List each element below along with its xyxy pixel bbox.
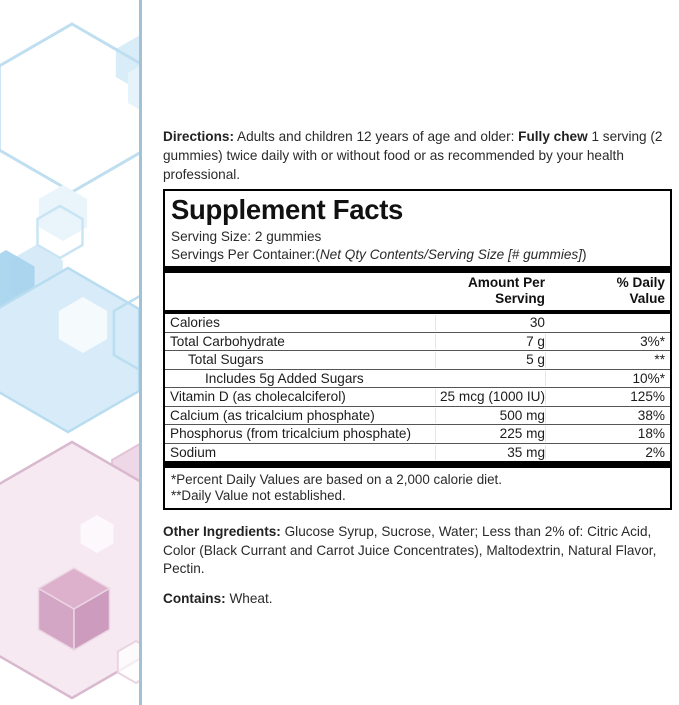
- hexagon-blue-outline-large: [0, 22, 139, 194]
- separator-bar-thick-top: [165, 266, 670, 273]
- nutrient-amount: 30: [435, 315, 545, 331]
- nutrient-amount: 500 mg: [435, 407, 545, 423]
- nutrient-name: Phosphorus (from tricalcium phosphate): [170, 426, 412, 441]
- hexagon-decor-svg: [0, 22, 139, 700]
- nutrient-amount: 5 g: [435, 352, 545, 368]
- directions-paragraph: Directions: Adults and children 12 years…: [163, 0, 672, 184]
- directions-label: Directions:: [163, 129, 235, 144]
- contains-text: Wheat.: [225, 590, 273, 606]
- nutrient-daily-value: 10%*: [545, 370, 665, 386]
- nutrient-amount: 25 mcg (1000 IU): [435, 389, 545, 405]
- hexagon-white-inner-blue: [58, 297, 108, 353]
- other-ingredients-paragraph: Other Ingredients: Glucose Syrup, Sucros…: [163, 523, 665, 579]
- nutrient-amount: 225 mg: [435, 426, 545, 442]
- supplement-facts-title: Supplement Facts: [171, 194, 404, 225]
- hexagon-blue-outline-right: [112, 295, 139, 371]
- hexagon-blue-fill-top-right-2: [128, 66, 139, 110]
- column-header-daily-value: % Daily Value: [616, 275, 665, 306]
- nutrient-name: Total Carbohydrate: [170, 333, 285, 349]
- footnote-dv-not-established: **Daily Value not established.: [171, 487, 346, 503]
- nutrient-daily-value: 38%: [545, 407, 665, 423]
- nutrient-daily-value: 18%: [545, 426, 665, 442]
- footnotes: *Percent Daily Values are based on a 2,0…: [165, 468, 670, 508]
- pink-cube-right-face: [73, 587, 111, 652]
- nutrient-daily-value: **: [545, 352, 665, 368]
- contains-paragraph: Contains: Wheat.: [163, 590, 672, 608]
- nutrient-daily-value: 2%: [545, 444, 665, 460]
- column-header-row: Amount Per Serving % Daily Value: [165, 273, 670, 310]
- pink-cube: [37, 567, 111, 652]
- nutrient-amount: 35 mg: [435, 444, 545, 460]
- nutrient-row-added-sugars: Includes 5g Added Sugars 10%*: [165, 368, 670, 388]
- nutrient-row-vitamin-d: Vitamin D (as cholecalciferol) 25 mcg (1…: [165, 387, 670, 406]
- directions-bold-phrase: Fully chew: [518, 129, 588, 144]
- nutrient-daily-value: 125%: [545, 389, 665, 405]
- servings-per-container-line: Servings Per Container:(Net Qty Contents…: [171, 246, 665, 264]
- supplement-facts-panel: Supplement Facts Serving Size: 2 gummies…: [163, 189, 672, 510]
- nutrient-name: Vitamin D (as cholecalciferol): [170, 389, 346, 404]
- hexagon-blue-outline-small: [36, 204, 84, 260]
- nutrient-amount: 7 g: [435, 333, 545, 349]
- nutrient-name: Calcium (as tricalcium phosphate): [170, 407, 375, 423]
- contains-label: Contains:: [163, 590, 226, 606]
- supplement-facts-header: Supplement Facts Serving Size: 2 gummies…: [165, 191, 670, 264]
- serving-size-line: Serving Size: 2 gummies: [171, 229, 322, 244]
- nutrient-row-sodium: Sodium 35 mg 2%: [165, 442, 670, 462]
- nutrient-row-calcium: Calcium (as tricalcium phosphate) 500 mg…: [165, 405, 670, 425]
- column-header-amount: Amount Per Serving: [467, 275, 545, 306]
- nutrient-name: Calories: [170, 315, 220, 330]
- hexagon-white-inner-pink: [80, 515, 114, 553]
- directions-text-1: Adults and children 12 years of age and …: [234, 129, 519, 144]
- directions-text-2: 1 serving (2 gummies) twice daily with o…: [163, 129, 663, 182]
- nutrient-name: Total Sugars: [188, 352, 264, 367]
- label-content: Directions: Adults and children 12 years…: [163, 0, 672, 608]
- hexagon-background: [0, 0, 139, 705]
- nutrient-row-total-sugars: Total Sugars 5 g **: [165, 350, 670, 369]
- footnote-daily-values: *Percent Daily Values are based on a 2,0…: [171, 472, 502, 487]
- nutrient-row-phosphorus: Phosphorus (from tricalcium phosphate) 2…: [165, 424, 670, 443]
- nutrient-row-calories: Calories 30: [165, 314, 670, 332]
- servings-close: ): [582, 247, 587, 262]
- vertical-divider-line: [139, 0, 142, 705]
- nutrient-name: Includes 5g Added Sugars: [205, 370, 364, 386]
- separator-bar-medium: [165, 310, 670, 314]
- nutrient-daily-value: 3%*: [545, 333, 665, 349]
- other-ingredients-text: Glucose Syrup, Sucrose, Water; Less than…: [163, 524, 657, 576]
- column-header-spacer: [170, 275, 435, 307]
- nutrient-row-total-carbohydrate: Total Carbohydrate 7 g 3%*: [165, 331, 670, 351]
- hexagon-blue-fill-small: [38, 185, 88, 241]
- servings-value: Net Qty Contents/Serving Size [# gummies…: [319, 247, 583, 262]
- hexagon-blue-fill-large: [0, 266, 139, 434]
- separator-bar-thick-bottom: [165, 461, 670, 468]
- hexagon-white-outline-bottom: [116, 639, 139, 685]
- servings-label: Servings Per Container:(: [171, 247, 320, 262]
- nutrient-name: Sodium: [170, 444, 217, 460]
- other-ingredients-label: Other Ingredients:: [163, 524, 281, 539]
